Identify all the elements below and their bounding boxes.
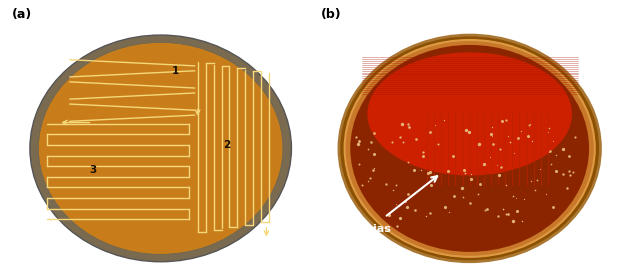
- Ellipse shape: [367, 52, 572, 176]
- Circle shape: [339, 35, 601, 262]
- Text: Colônias: Colônias: [339, 224, 392, 234]
- Circle shape: [350, 45, 589, 252]
- Text: (a): (a): [12, 8, 33, 21]
- Text: 3: 3: [90, 165, 97, 175]
- Circle shape: [345, 40, 595, 257]
- Text: (b): (b): [321, 8, 342, 21]
- Text: 1: 1: [172, 66, 179, 76]
- Text: 2: 2: [223, 140, 231, 150]
- Circle shape: [38, 43, 283, 254]
- Circle shape: [30, 35, 292, 262]
